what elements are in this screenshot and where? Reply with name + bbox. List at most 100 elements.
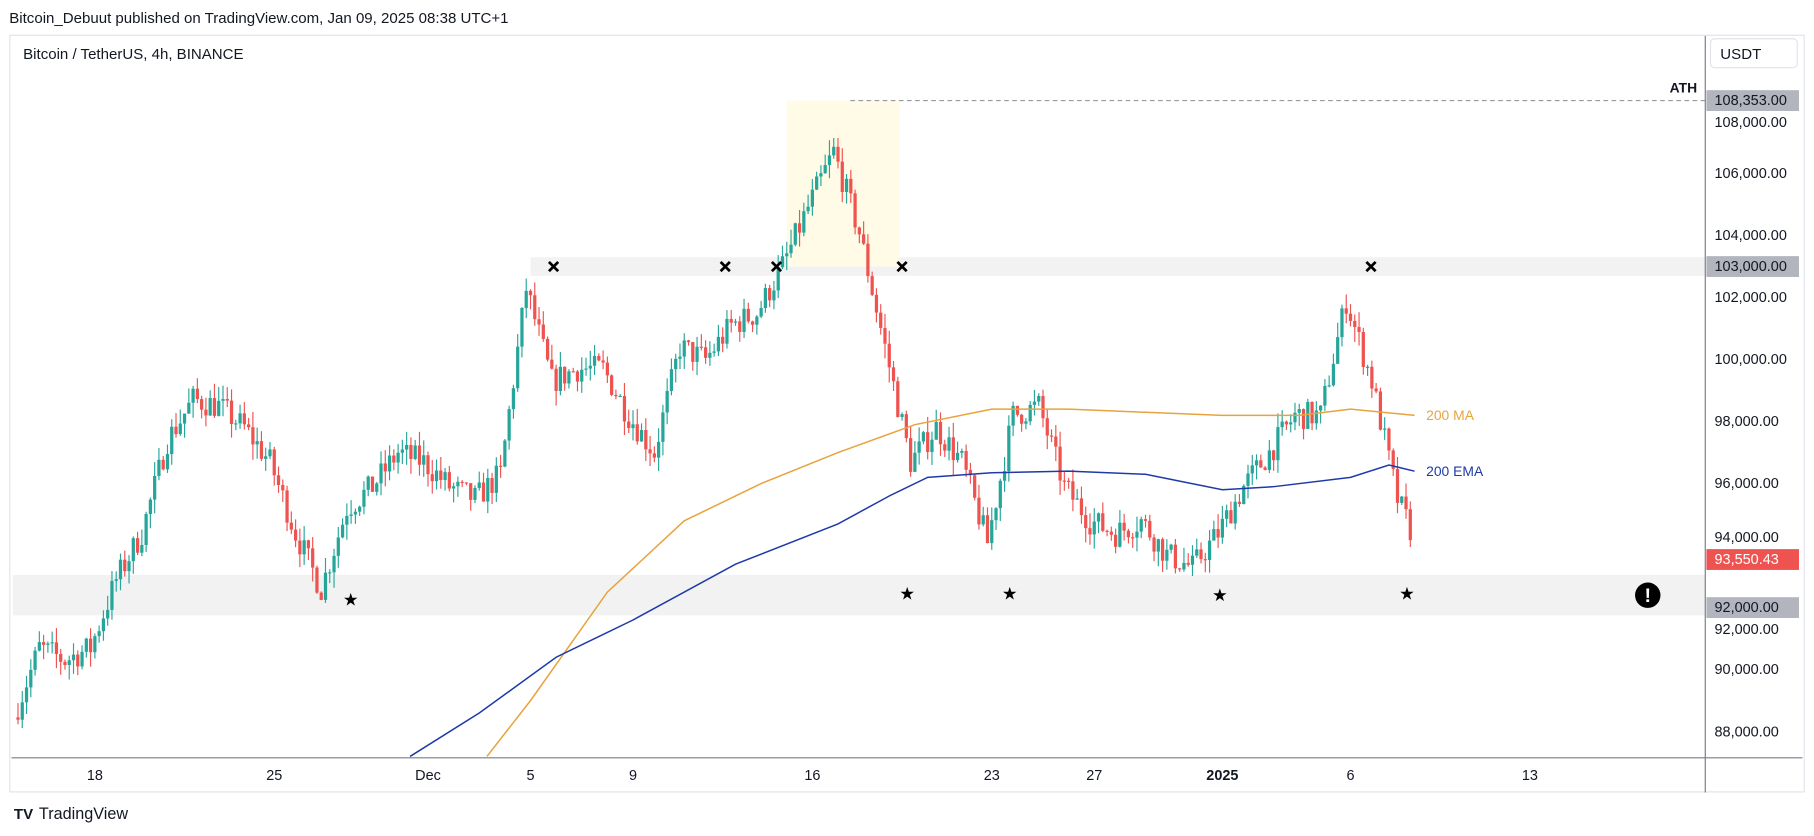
- candle: [832, 138, 836, 159]
- candle: [1365, 364, 1370, 376]
- current-price-tag: 93,550.43: [1715, 552, 1779, 568]
- candle: [498, 454, 503, 478]
- candle: [1020, 413, 1024, 432]
- candle-body: [430, 474, 434, 482]
- candle: [387, 445, 392, 481]
- candle: [691, 341, 695, 371]
- candle: [1387, 427, 1391, 460]
- time-tick-label: 6: [1346, 768, 1354, 784]
- candle-body: [1148, 520, 1152, 538]
- candle-body: [776, 267, 780, 291]
- candle-body: [533, 295, 537, 320]
- candle: [802, 202, 806, 237]
- candle-body: [1058, 446, 1062, 481]
- candle-body: [879, 312, 883, 328]
- candle-body: [802, 211, 806, 233]
- candle-body: [311, 548, 315, 568]
- candle: [50, 631, 54, 654]
- candle: [1242, 484, 1246, 505]
- candle: [1101, 502, 1105, 533]
- candle: [857, 226, 861, 244]
- candle-body: [24, 687, 29, 703]
- star-marker-icon: ★: [1399, 583, 1415, 603]
- candle: [1007, 415, 1011, 482]
- candle-body: [1293, 412, 1297, 423]
- candle-body: [1310, 401, 1314, 424]
- candle-body: [1071, 481, 1075, 500]
- candle-body: [524, 290, 528, 308]
- candle: [148, 497, 153, 529]
- candle: [289, 511, 293, 535]
- candle-body: [1084, 515, 1088, 529]
- candle-body: [1054, 436, 1058, 447]
- candle-body: [772, 290, 776, 301]
- candle: [605, 356, 609, 384]
- candle-body: [1160, 539, 1165, 561]
- candle-body: [405, 444, 409, 450]
- candle: [1148, 514, 1152, 541]
- candle: [695, 337, 699, 376]
- candle: [1032, 389, 1037, 416]
- candle-body: [691, 342, 695, 362]
- star-marker-icon: ★: [899, 583, 915, 603]
- candle: [439, 456, 443, 489]
- candle-body: [1404, 496, 1408, 510]
- candle: [1015, 405, 1019, 417]
- candle-body: [618, 395, 622, 398]
- candle: [272, 446, 276, 486]
- price-tick-label: 104,000.00: [1715, 228, 1787, 244]
- symbol-title: Bitcoin / TetherUS, 4h, BINANCE: [23, 45, 244, 63]
- tradingview-logo[interactable]: TV TradingView: [14, 804, 128, 823]
- candle-body: [657, 441, 661, 458]
- candle: [306, 539, 311, 561]
- candle: [840, 148, 844, 203]
- candle-body: [1289, 422, 1293, 425]
- candle-body: [182, 413, 187, 424]
- candle-body: [938, 421, 943, 445]
- candle: [545, 336, 550, 362]
- candle-body: [857, 227, 861, 235]
- candle: [212, 383, 217, 418]
- candle: [1289, 414, 1293, 433]
- candle-body: [101, 618, 106, 632]
- candle-body: [264, 456, 268, 459]
- candle: [1361, 327, 1365, 375]
- candle-body: [844, 178, 849, 193]
- candle-body: [20, 702, 24, 720]
- candle-body: [50, 642, 54, 644]
- candle-body: [537, 319, 541, 325]
- candle: [815, 171, 819, 191]
- candle-body: [106, 609, 110, 619]
- candle: [926, 416, 930, 460]
- candle-body: [545, 338, 550, 360]
- candle: [575, 370, 580, 392]
- candle: [776, 255, 780, 299]
- candle-body: [127, 561, 131, 572]
- x-marker-icon: [547, 260, 560, 273]
- candle-body: [887, 343, 891, 368]
- candle: [178, 409, 182, 436]
- candle: [452, 482, 456, 503]
- star-marker-icon: ★: [343, 590, 359, 610]
- candle: [994, 507, 998, 530]
- candle: [1310, 401, 1314, 431]
- candle: [1216, 514, 1220, 548]
- time-tick-label: 13: [1522, 768, 1538, 784]
- candle-body: [1173, 544, 1178, 569]
- candle: [930, 431, 934, 465]
- candle-body: [789, 244, 793, 254]
- candle-body: [1122, 522, 1126, 531]
- candle: [1169, 543, 1173, 554]
- candle-body: [964, 451, 968, 470]
- candle-body: [1318, 405, 1323, 411]
- price-tick-label: 94,000.00: [1715, 530, 1779, 546]
- candle-body: [1306, 401, 1310, 429]
- time-tick-label: 18: [87, 768, 103, 784]
- currency-button[interactable]: USDT: [1709, 38, 1798, 69]
- candle-body: [63, 661, 67, 665]
- candle-body: [1374, 388, 1378, 392]
- time-tick-label: 5: [526, 768, 534, 784]
- candle-body: [349, 514, 353, 516]
- candle-body: [1327, 385, 1331, 387]
